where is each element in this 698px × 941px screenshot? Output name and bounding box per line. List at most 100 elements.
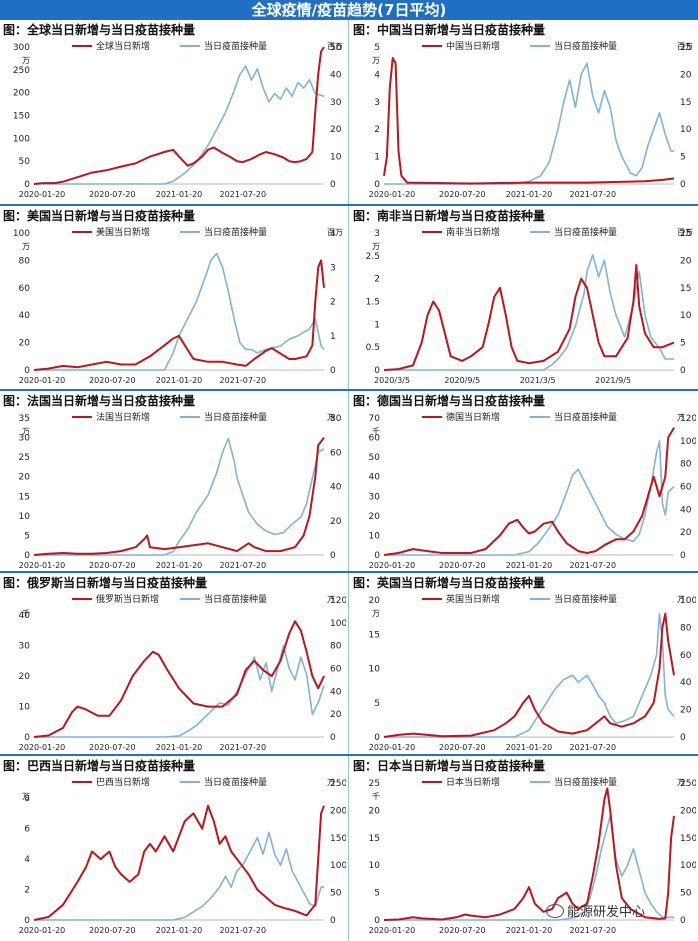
vaccine-series-line	[34, 831, 324, 921]
x-tick-label: 2021-07-20	[220, 376, 267, 385]
y-left-tick-label: 150	[13, 112, 30, 122]
legend-label-cases: 美国当日新增	[96, 226, 150, 238]
y-left-tick-label: 5	[374, 43, 380, 53]
legend-label-cases: 日本当日新增	[446, 776, 500, 788]
y-right-tick-label: 15	[680, 284, 691, 294]
vaccine-series-line	[384, 440, 675, 556]
x-tick-label: 2020-07-20	[439, 743, 486, 752]
y-left-unit: 万	[22, 427, 30, 436]
y-left-tick-label: 30	[19, 642, 31, 652]
x-tick-label: 2020-01-20	[369, 743, 416, 752]
y-left-tick-label: 15	[369, 834, 380, 844]
y-right-tick-label: 60	[330, 665, 342, 675]
y-left-unit: 千	[372, 791, 380, 801]
y-right-tick-label: 40	[680, 678, 692, 688]
y-right-tick-label: 0	[330, 551, 336, 561]
y-left-unit: 万	[372, 56, 380, 65]
y-left-tick-label: 60	[369, 434, 381, 444]
y-right-tick-label: 40	[330, 70, 342, 80]
y-right-tick-label: 100	[680, 861, 696, 871]
y-right-tick-label: 0	[330, 733, 336, 743]
y-right-tick-label: 20	[680, 706, 692, 716]
y-right-tick-label: 80	[330, 642, 342, 652]
vaccine-series-line	[34, 252, 325, 371]
x-tick-label: 2020-07-20	[89, 190, 136, 199]
y-left-tick-label: 50	[369, 453, 381, 463]
y-left-tick-label: 20	[19, 339, 31, 349]
chart-title: 图：俄罗斯当日新增与当日疫苗接种量	[3, 576, 208, 590]
x-tick-label: 2021-01-20	[156, 561, 203, 570]
y-right-tick-label: 60	[330, 448, 342, 458]
legend-label-vaccine: 当日疫苗接种量	[554, 226, 617, 238]
chart-svg: 0 50 100 150 200 250 300 0 10 20 30 40 50 万 百万 2020-01-…	[13, 40, 343, 199]
y-left-tick-label: 1	[374, 153, 380, 163]
x-tick-label: 2021-07-20	[570, 190, 617, 199]
vaccine-series-line	[384, 612, 675, 738]
y-left-tick-label: 0	[374, 733, 380, 743]
chart-panel: 图：南非当日新增与当日疫苗接种量 0 0.5 1 1.5 2 2.5 3 0 5 10 15 20 25 万…	[352, 206, 696, 390]
chart-title: 图：巴西当日新增与当日疫苗接种量	[3, 759, 196, 773]
y-left-tick-label: 200	[13, 89, 30, 99]
y-right-tick-label: 0	[680, 916, 686, 926]
y-left-tick-label: 40	[19, 611, 31, 621]
chart-panel: 图：全球当日新增与当日疫苗接种量 0 50 100 150 200 250 300 0 10 20 3…	[2, 20, 346, 204]
cases-series-line	[33, 46, 325, 185]
y-right-tick-label: 50	[680, 889, 692, 899]
x-tick-label: 2020-07-20	[439, 561, 486, 570]
y-right-unit: 万	[677, 595, 685, 604]
y-left-tick-label: 15	[369, 630, 380, 640]
y-right-tick-label: 0	[680, 733, 686, 743]
y-left-tick-label: 0.5	[366, 343, 380, 353]
y-left-unit: 万	[22, 792, 30, 801]
legend-label-vaccine: 当日疫苗接种量	[554, 40, 617, 52]
y-right-tick-label: 25	[680, 229, 691, 239]
y-left-tick-label: 20	[19, 672, 31, 682]
y-right-tick-label: 50	[330, 43, 342, 53]
y-left-tick-label: 0	[24, 916, 30, 926]
y-right-unit: 万	[327, 778, 335, 787]
chart-panel: 图：中国当日新增与当日疫苗接种量 0 1 2 3 4 5 0 5 10 15 20 25 万 百万 2020-…	[352, 20, 696, 204]
x-tick-label: 2021-07-20	[570, 561, 617, 570]
x-tick-label: 2021-01-20	[506, 190, 553, 199]
vaccine-series-line	[34, 437, 325, 556]
chart-panel: 图：日本当日新增与当日疫苗接种量 0 5 10 15 20 25 0 50 100 150 200 25…	[352, 756, 696, 940]
watermark-text: 能源研发中心	[567, 905, 646, 920]
chart-title: 图：美国当日新增与当日疫苗接种量	[3, 209, 196, 223]
y-left-tick-label: 4	[24, 855, 30, 865]
legend-label-vaccine: 当日疫苗接种量	[204, 776, 267, 788]
y-left-tick-label: 10	[369, 531, 381, 541]
y-right-tick-label: 1	[330, 332, 336, 342]
y-right-tick-label: 10	[680, 125, 692, 135]
y-left-unit: 千	[372, 426, 380, 436]
x-tick-label: 2021-01-20	[156, 190, 203, 199]
y-right-tick-label: 3	[330, 263, 336, 273]
chart-svg: 0 10 20 30 40 50 60 70 0 20 40 60 80 100 120 千 万 2020-01-…	[369, 411, 696, 570]
chart-panel: 图：英国当日新增与当日疫苗接种量 0 5 10 15 20 0 20 40 60 80 100 万万 20…	[352, 573, 696, 757]
y-right-unit: 百万	[677, 42, 693, 51]
y-right-tick-label: 250	[330, 779, 346, 789]
y-right-tick-label: 0	[680, 180, 686, 190]
legend-label-cases: 德国当日新增	[446, 411, 500, 423]
y-left-tick-label: 25	[19, 453, 30, 463]
y-left-tick-label: 2	[374, 275, 380, 285]
y-right-tick-label: 20	[330, 517, 342, 527]
vaccine-series-line	[384, 62, 674, 185]
chart-panel: 图：巴西当日新增与当日疫苗接种量 0 2 4 6 8 0 50 100 150 200 250 万万 20…	[2, 756, 346, 940]
y-right-unit: 万	[327, 413, 335, 422]
y-left-tick-label: 250	[13, 66, 30, 76]
y-left-tick-label: 70	[369, 414, 381, 424]
legend-label-cases: 法国当日新增	[96, 411, 150, 423]
y-right-tick-label: 80	[330, 414, 342, 424]
y-left-tick-label: 10	[19, 512, 31, 522]
x-tick-label: 2021-01-20	[506, 926, 553, 935]
x-tick-label: 2020/3/5	[374, 376, 410, 385]
row-divider	[0, 754, 698, 756]
y-left-unit: 万	[22, 56, 30, 65]
vaccine-series-line	[34, 65, 325, 185]
x-tick-label: 2021-07-20	[220, 926, 267, 935]
y-left-tick-label: 20	[369, 512, 381, 522]
cases-series-line	[383, 264, 675, 371]
y-left-tick-label: 0	[24, 551, 30, 561]
